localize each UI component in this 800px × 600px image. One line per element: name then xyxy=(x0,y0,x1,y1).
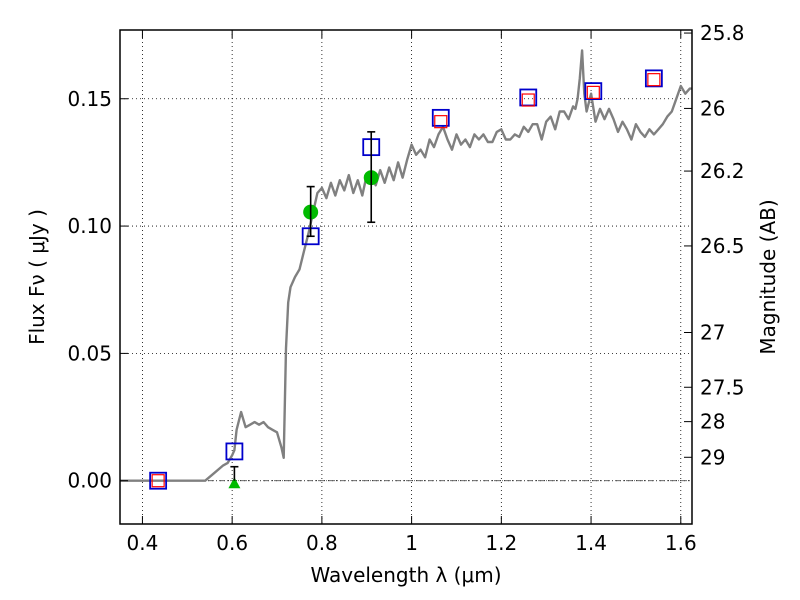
series-1-open-square xyxy=(149,69,663,490)
plot-background xyxy=(120,30,692,524)
series-0-line xyxy=(120,49,692,482)
observed-photometry-point xyxy=(151,474,165,488)
x-tick-label: 0.4 xyxy=(127,531,159,555)
observed-photometry-point xyxy=(647,73,661,87)
observed-photometry-point xyxy=(521,93,535,107)
y-tick-label: 0.05 xyxy=(67,341,112,365)
magnitude-tick-label: 26 xyxy=(700,96,725,120)
observed-photometry-point xyxy=(434,115,448,129)
magnitude-tick-label: 29 xyxy=(700,445,725,469)
y-tick-label: 0.15 xyxy=(67,87,112,111)
magnitude-axis-label: Magnitude (AB) xyxy=(756,199,780,354)
plot-frame xyxy=(119,29,693,525)
x-tick-label: 1.2 xyxy=(485,531,517,555)
magnitude-tick-label: 25.8 xyxy=(700,21,745,45)
model-photometry-point xyxy=(431,108,450,127)
upper-limit-point xyxy=(228,477,241,489)
series-4-triangle xyxy=(228,477,241,489)
magnitude-tick-label: 26.2 xyxy=(700,159,745,183)
x-axis-label: Wavelength λ (μm) xyxy=(310,563,501,587)
magnitude-tick-label: 27.5 xyxy=(700,375,745,399)
y-tick-label: 0.00 xyxy=(67,469,112,493)
x-tick-label: 0.6 xyxy=(216,531,248,555)
model-spectrum-line xyxy=(120,49,692,482)
y-axis-label: Flux Fν ( μJy ) xyxy=(25,209,49,345)
magnitude-tick-label: 28 xyxy=(700,410,725,434)
model-photometry-point xyxy=(584,82,603,101)
x-tick-label: 1.4 xyxy=(575,531,607,555)
observed-photometry-point xyxy=(586,85,600,99)
x-axis: 0.4 0.6 0.8 1 1.2 1.4 1.6 xyxy=(127,30,697,555)
magnitude-tick-label: 27 xyxy=(700,321,725,345)
model-photometry-point xyxy=(149,471,168,490)
y-axis: 0.00 0.05 0.10 0.15 xyxy=(67,87,128,493)
y-tick-label: 0.10 xyxy=(67,214,112,238)
x-tick-label: 1 xyxy=(405,531,418,555)
series-layer xyxy=(120,49,692,490)
x-tick-label: 1.6 xyxy=(665,531,697,555)
magnitude-tick-label: 26.5 xyxy=(700,234,745,258)
series-2-open-square xyxy=(151,73,661,488)
x-tick-label: 0.8 xyxy=(306,531,338,555)
series-5-errorbar xyxy=(230,131,376,481)
model-photometry-point xyxy=(225,442,244,461)
magnitude-axis: 25.8 26 26.2 26.5 27 27.5 28 29 xyxy=(684,21,745,469)
model-photometry-point xyxy=(644,69,663,88)
